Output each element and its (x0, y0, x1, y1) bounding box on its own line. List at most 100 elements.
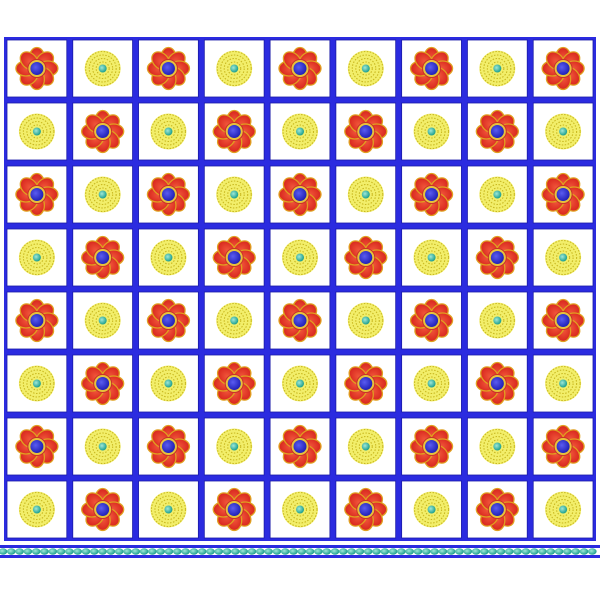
bead (65, 548, 74, 555)
cell (72, 291, 133, 350)
flower-center (30, 62, 44, 75)
stitch-ring (486, 435, 508, 458)
stitch-ring (549, 243, 578, 272)
stitch-ring (355, 57, 377, 80)
dotted-circle (150, 365, 187, 402)
flower (15, 424, 59, 469)
stitch-ring (95, 313, 110, 328)
flower (146, 46, 191, 91)
cell (532, 354, 594, 413)
cell (203, 291, 265, 350)
teal-bead (361, 64, 370, 73)
bead (297, 548, 307, 555)
flower (475, 109, 519, 154)
cell (203, 39, 265, 98)
stitch-ring (355, 435, 377, 458)
teal-bead (32, 505, 41, 514)
teal-bead (164, 379, 173, 388)
bead (98, 548, 107, 555)
stitch-ring (483, 432, 512, 461)
stitch-ring (154, 369, 183, 398)
stitch-ring (351, 180, 380, 209)
teal-bead (559, 127, 568, 136)
cell (401, 39, 462, 98)
bead (247, 548, 257, 555)
bead (322, 548, 332, 555)
flower (81, 487, 125, 532)
stitch-ring (417, 369, 446, 398)
stitch-ring (19, 491, 55, 528)
cell (401, 291, 462, 350)
bead (255, 548, 265, 555)
stitch-ring (220, 432, 249, 461)
flower-center (359, 503, 373, 516)
stitch-ring (289, 120, 311, 143)
cell (6, 417, 68, 476)
bead (222, 548, 232, 555)
stitch-ring (29, 124, 44, 139)
border-line-top (0, 545, 600, 548)
stitch-ring (358, 313, 373, 328)
stitch-ring (216, 50, 252, 87)
cell (269, 354, 331, 413)
cell (269, 39, 331, 98)
stitch-ring (95, 187, 110, 202)
cell (532, 291, 594, 350)
dotted-circle (413, 239, 450, 276)
cell (335, 480, 397, 539)
stitch-ring (150, 113, 186, 150)
bead (588, 548, 597, 555)
cell (532, 165, 594, 224)
cell (138, 165, 199, 224)
stitch-ring (154, 117, 183, 146)
cell (335, 39, 397, 98)
stitch-ring (29, 250, 44, 265)
stitch-ring (85, 302, 121, 339)
cell (467, 39, 528, 98)
stitch-ring (348, 50, 384, 87)
bead (430, 548, 439, 555)
teal-bead (296, 379, 304, 388)
bead (339, 548, 348, 555)
bead (480, 548, 489, 555)
stitch-ring (348, 302, 384, 339)
stitch-ring (88, 306, 117, 335)
flower (146, 424, 191, 469)
bead (563, 548, 572, 555)
border-line-bottom (0, 555, 600, 558)
bead (388, 548, 398, 555)
bead (496, 548, 506, 555)
flower (15, 172, 59, 217)
stitch-ring (417, 117, 446, 146)
cell (467, 291, 528, 350)
stitch-ring (150, 491, 186, 528)
bead (40, 548, 49, 555)
stitch-ring (486, 309, 508, 332)
bead (189, 548, 199, 555)
stitch-ring (157, 372, 179, 395)
stitch-ring (545, 491, 581, 528)
teal-bead (164, 505, 173, 514)
cell (335, 417, 397, 476)
cell (532, 228, 594, 287)
flower-center (425, 314, 439, 327)
teal-bead (361, 442, 370, 451)
stitch-ring (150, 239, 186, 276)
stitch-ring (490, 187, 505, 202)
stitch-ring (414, 239, 450, 276)
cell (138, 354, 199, 413)
cell (72, 39, 133, 98)
teal-bead (230, 442, 239, 451)
teal-bead (230, 64, 239, 73)
stitch-ring (348, 428, 384, 465)
flower-center (96, 125, 110, 138)
stitch-ring (282, 365, 318, 402)
bead (48, 548, 58, 555)
dotted-circle (216, 302, 253, 339)
bead (56, 548, 66, 555)
cell (269, 480, 331, 539)
cell (6, 480, 68, 539)
dotted-circle (84, 428, 121, 465)
flower (81, 235, 125, 280)
